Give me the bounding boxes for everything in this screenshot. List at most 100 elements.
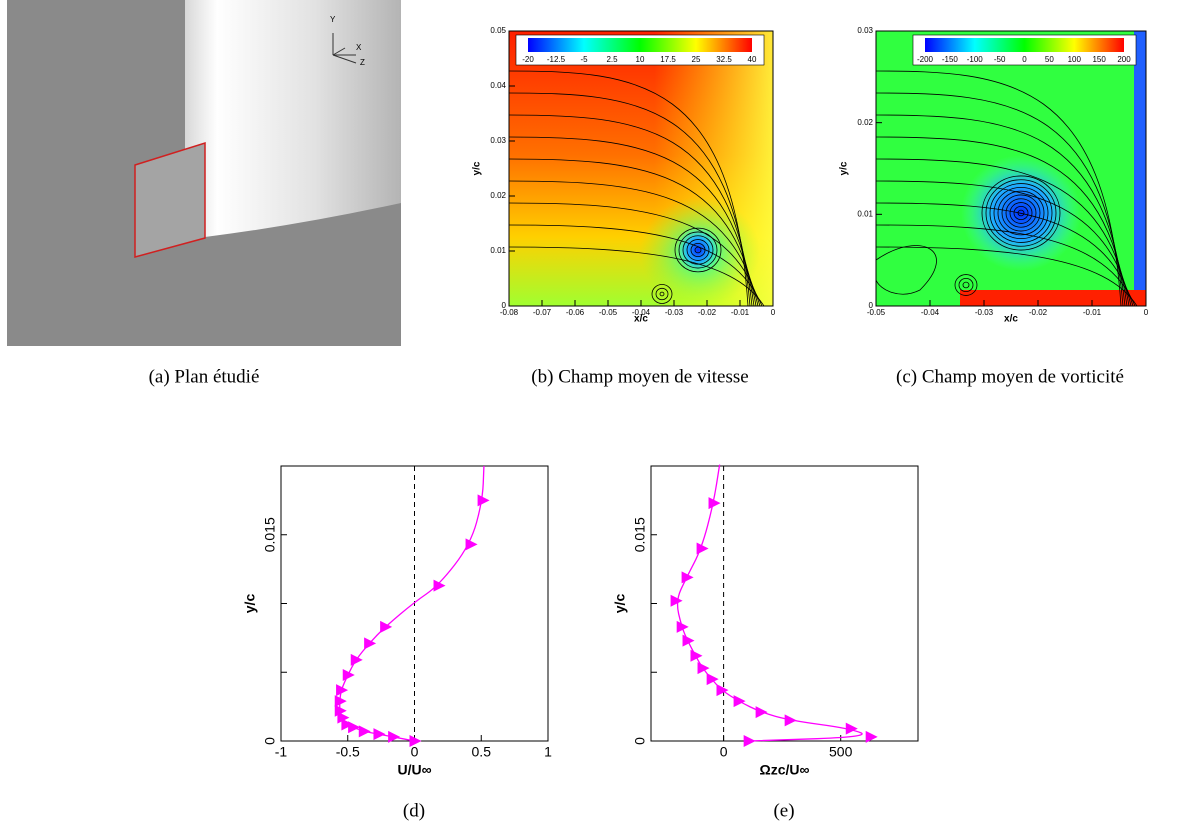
y-tick-label: 0	[262, 737, 278, 745]
y-axis-label: y/c	[839, 161, 850, 175]
streamline	[655, 287, 669, 301]
x-tick-label: -0.01	[731, 308, 750, 317]
streamline	[875, 70, 1122, 307]
streamline	[1017, 209, 1025, 217]
y-tick-label: 0.04	[490, 81, 506, 90]
streamline	[659, 291, 665, 297]
colorbar-tick-label: 0	[1022, 55, 1027, 64]
colorbar-tick-label: 200	[1117, 55, 1131, 64]
streamline	[875, 136, 1128, 307]
y-axis-label: y/c	[612, 594, 628, 614]
x-tick-label: -0.02	[698, 308, 717, 317]
streamline	[651, 284, 673, 304]
x-axis-label: U/U∞	[397, 762, 431, 778]
x-tick-label: -1	[275, 744, 288, 760]
profile-line	[676, 464, 863, 742]
x-axis-label: x/c	[634, 314, 648, 325]
streamline	[954, 274, 978, 296]
x-tick-label: -0.5	[336, 744, 360, 760]
x-tick-label: -0.07	[533, 308, 552, 317]
marker	[784, 714, 797, 727]
y-tick-label: 0.01	[857, 209, 873, 218]
y-tick-label: 0.05	[490, 26, 506, 35]
streamline	[1005, 198, 1037, 228]
streamline	[993, 186, 1049, 240]
plot-frame	[875, 30, 1147, 307]
axis-triad-label: Y	[330, 15, 336, 24]
marker	[342, 669, 355, 681]
velocity-field	[509, 31, 773, 307]
colorbar-tick-label: 100	[1068, 55, 1082, 64]
marker	[865, 730, 878, 743]
streamline	[1001, 194, 1041, 232]
x-tick-label: -0.05	[867, 308, 886, 317]
caption: (d)	[403, 800, 425, 821]
colorbar-tick-label: 17.5	[660, 55, 676, 64]
streamline	[875, 114, 1126, 307]
streamline	[508, 224, 763, 307]
colorbar-tick-label: -150	[942, 55, 959, 64]
x-tick-label: -0.02	[1029, 308, 1048, 317]
marker	[336, 684, 349, 697]
colorbar-tick-label: 32.5	[716, 55, 732, 64]
marker	[690, 649, 703, 662]
streamline	[875, 158, 1130, 307]
x-tick-label: -0.05	[599, 308, 618, 317]
streamline	[686, 239, 710, 261]
colorbar-tick-label: 2.5	[606, 55, 618, 64]
streamline	[508, 70, 749, 307]
streamline	[1009, 202, 1033, 224]
y-tick-label: 0	[632, 737, 648, 745]
colorbar	[925, 38, 1124, 52]
x-tick-label: -0.03	[665, 308, 684, 317]
x-tick-label: -0.08	[500, 308, 519, 317]
axis-triad-label: X	[356, 43, 362, 52]
profile-line	[339, 465, 485, 742]
x-axis-label: x/c	[1004, 314, 1018, 325]
streamline	[682, 235, 714, 265]
marker	[409, 735, 422, 747]
marker	[682, 634, 695, 647]
colorbar-tick-label: -100	[967, 55, 984, 64]
y-tick-label: 0.03	[857, 26, 873, 35]
marker	[433, 579, 446, 592]
axis-triad-label: Z	[360, 58, 365, 67]
x-tick-label: 0	[411, 744, 419, 760]
streamline	[690, 242, 706, 258]
marker	[681, 571, 694, 584]
colorbar	[528, 38, 752, 52]
marker	[364, 637, 377, 650]
streamline	[508, 180, 759, 307]
y-tick-label: 0.02	[857, 118, 873, 127]
colorbar-tick-label: -50	[994, 55, 1006, 64]
streamline	[989, 183, 1053, 243]
streamline	[875, 246, 1138, 307]
y-tick-label: 0.01	[490, 246, 506, 255]
streamline	[985, 179, 1057, 247]
streamline	[875, 245, 937, 295]
streamline	[962, 281, 970, 289]
colorbar-tick-label: 10	[636, 55, 645, 64]
marker	[716, 684, 729, 697]
y-axis-label: y/c	[242, 594, 258, 614]
x-tick-label: 500	[829, 744, 853, 760]
marker	[706, 673, 719, 686]
marker	[755, 706, 768, 719]
marker	[334, 704, 347, 717]
y-tick-label: 0.015	[632, 517, 648, 552]
y-axis-label: y/c	[472, 161, 483, 175]
plot-frame	[650, 465, 919, 742]
caption: (e)	[773, 800, 794, 821]
marker	[337, 711, 350, 724]
streamline	[875, 92, 1124, 307]
marker	[358, 725, 371, 738]
marker	[341, 718, 354, 731]
y-tick-label: 0	[869, 301, 874, 310]
x-tick-label: -0.06	[566, 308, 585, 317]
y-tick-label: 0	[502, 301, 507, 310]
streamline	[1013, 205, 1029, 221]
x-tick-label: 1	[544, 744, 552, 760]
colorbar-tick-label: -5	[580, 55, 588, 64]
streamline	[875, 224, 1136, 307]
y-tick-label: 0.015	[262, 517, 278, 552]
